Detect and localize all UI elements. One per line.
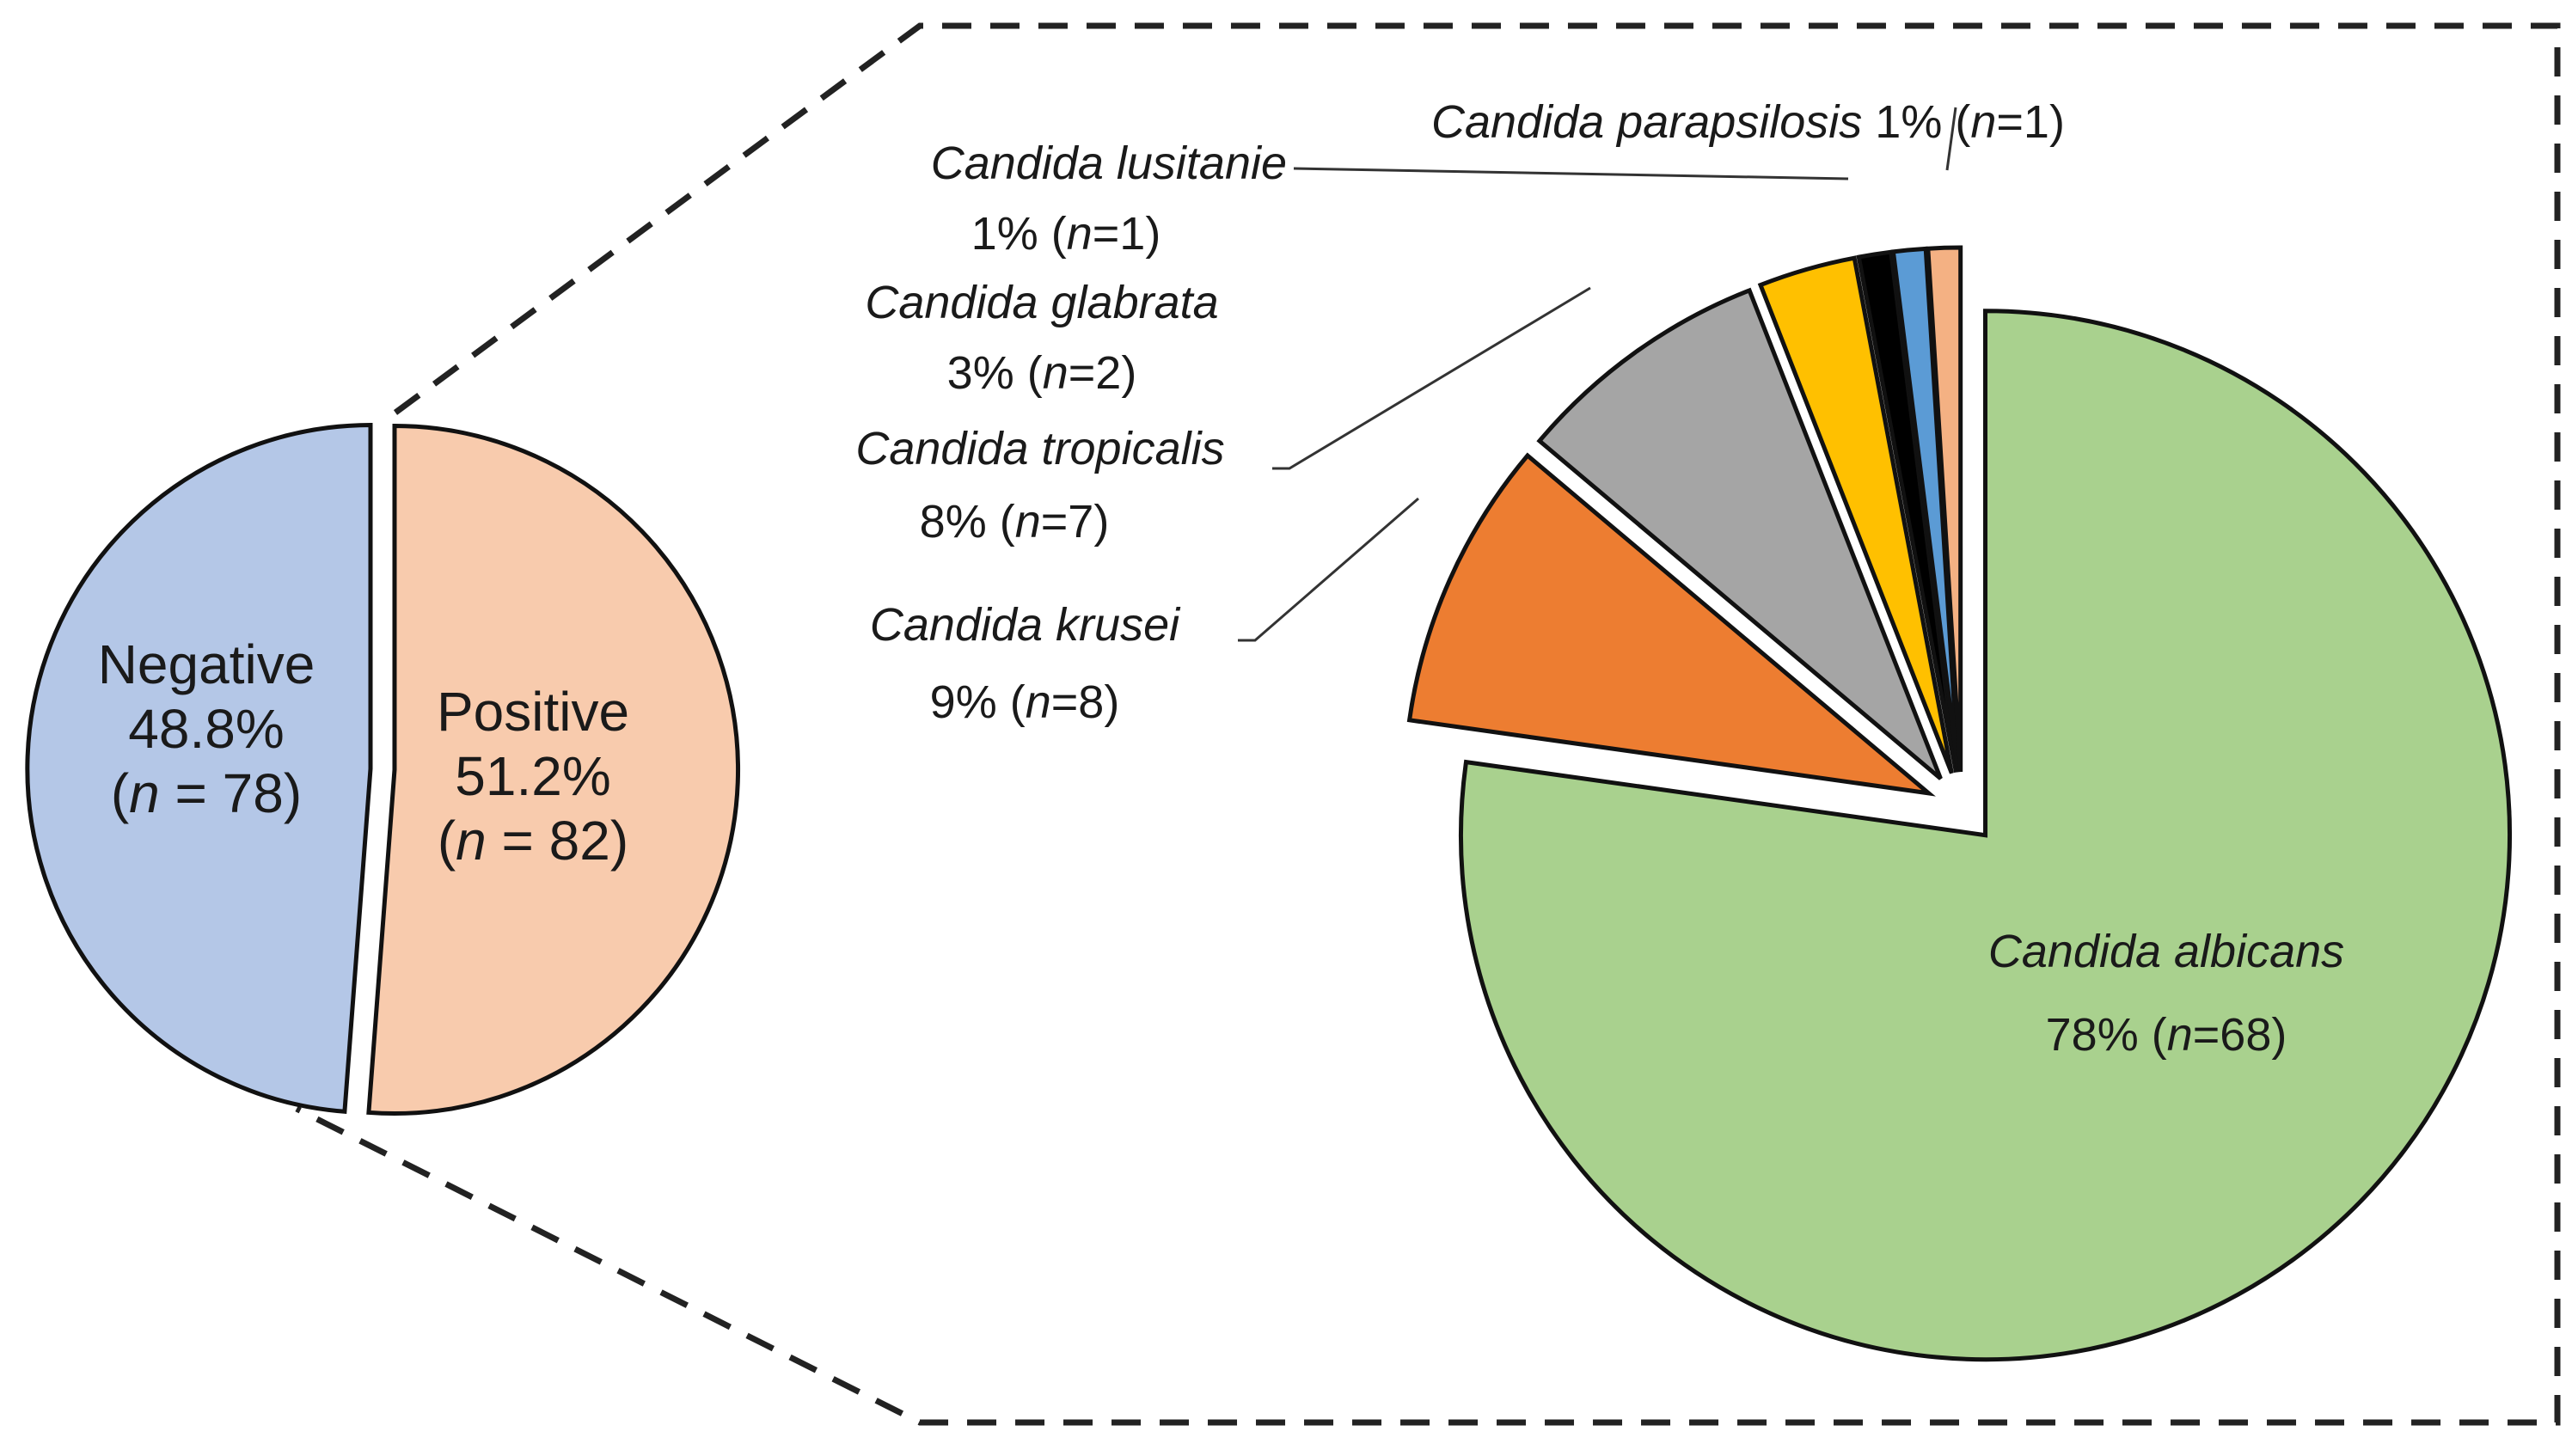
pie-slice-other: [1926, 245, 1963, 773]
species-count: =68): [2193, 1009, 2287, 1061]
pie-slice-candida-parapsilosis: [1890, 246, 1961, 773]
label-candida-albicans: Candida albicans: [1988, 926, 2344, 977]
species-stat: 8% (: [920, 496, 1015, 548]
left-pie: [25, 422, 741, 1116]
positive-label: Positive: [437, 681, 629, 743]
pie-slice-positive: [366, 423, 741, 1116]
leader-lines: [1238, 107, 1957, 642]
leader-line-parapsilosis: [1945, 107, 1957, 171]
leader-line-krusei: [1238, 497, 1419, 642]
leader-line-tropicalis: [1272, 286, 1591, 470]
label-candida-krusei: Candida krusei: [870, 599, 1181, 651]
species-count: =2): [1069, 347, 1137, 399]
negative-count-value: = 78): [160, 762, 302, 824]
negative-label: Negative: [98, 633, 315, 695]
n-symbol: n: [1970, 96, 1996, 148]
species-count: =1): [1093, 208, 1161, 260]
stat-candida-krusei: 9% (n=8): [930, 676, 1120, 728]
positive-count-value: = 82): [487, 810, 628, 872]
species-stat: 1% (: [971, 208, 1067, 260]
right-pie-labels: Candida parapsilosis 1% (n=1) Candida lu…: [855, 96, 2344, 1061]
stat-candida-glabrata: 3% (n=2): [947, 347, 1137, 399]
n-symbol: n: [129, 762, 160, 824]
negative-percent: 48.8%: [128, 698, 284, 760]
label-candida-glabrata: Candida glabrata: [865, 277, 1218, 328]
stat-candida-tropicalis: 8% (n=7): [920, 496, 1110, 548]
species-stat: 78% (: [2046, 1009, 2167, 1061]
n-symbol: n: [1026, 676, 1051, 728]
pie-slice-candida-krusei: [1406, 452, 1936, 797]
n-symbol: n: [1067, 208, 1093, 260]
pie-slice-candida-lusitanie: [1856, 249, 1958, 773]
species-count: =8): [1051, 676, 1120, 728]
left-pie-labels: Negative 48.8% (n = 78) Positive 51.2% (…: [98, 633, 629, 872]
stat-candida-lusitanie: 1% (n=1): [971, 208, 1161, 260]
positive-percent: 51.2%: [455, 745, 610, 807]
stat-candida-albicans: 78% (n=68): [2046, 1009, 2287, 1061]
positive-count: (n = 82): [438, 810, 628, 872]
pie-slice-candida-glabrata: [1757, 255, 1954, 774]
negative-count: (n = 78): [111, 762, 302, 824]
n-symbol: n: [2167, 1009, 2193, 1061]
n-symbol: n: [1015, 496, 1041, 548]
pie-slice-negative: [25, 422, 373, 1114]
species-stat: 1% (: [1862, 96, 1970, 148]
species-count: =7): [1041, 496, 1110, 548]
leader-line-lusitanie: [1293, 167, 1849, 180]
species-stat: 3% (: [947, 347, 1043, 399]
right-pie: [1406, 245, 2512, 1362]
species-stat: 9% (: [930, 676, 1026, 728]
n-symbol: n: [456, 810, 487, 872]
label-candida-parapsilosis: Candida parapsilosis 1% (n=1): [1431, 96, 2065, 148]
zoom-outline: [295, 22, 2561, 1426]
species-count: =1): [1996, 96, 2065, 148]
pie-slice-candida-albicans: [1459, 309, 2512, 1362]
n-symbol: n: [1043, 347, 1069, 399]
species-name: Candida parapsilosis: [1431, 96, 1862, 148]
pie-slice-candida-tropicalis: [1536, 287, 1943, 780]
label-candida-tropicalis: Candida tropicalis: [855, 423, 1224, 474]
label-candida-lusitanie: Candida lusitanie: [931, 138, 1287, 189]
